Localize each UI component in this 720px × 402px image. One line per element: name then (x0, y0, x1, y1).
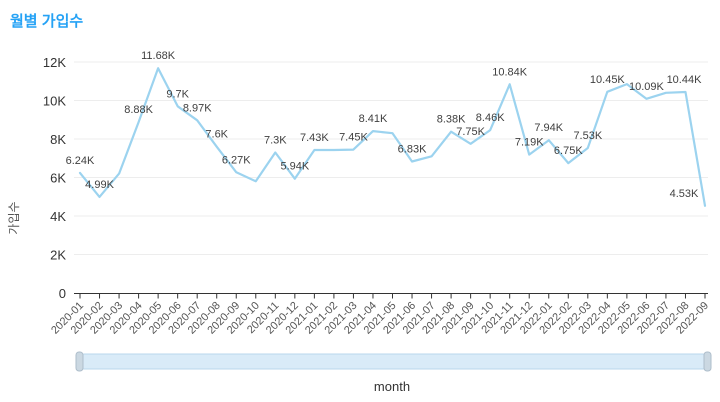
data-label: 4.99K (85, 179, 114, 191)
y-tick-label: 8K (50, 132, 66, 147)
data-label: 7.3K (264, 134, 287, 146)
data-label: 8.38K (437, 114, 466, 126)
data-label: 10.84K (492, 66, 528, 78)
data-label: 7.45K (339, 132, 368, 144)
chart-title: 월별 가입수 (10, 12, 83, 30)
data-label: 7.6K (205, 129, 228, 141)
y-tick-label: 12K (43, 55, 66, 70)
data-label: 7.75K (456, 126, 485, 138)
data-label: 6.24K (66, 155, 95, 167)
data-label: 10.45K (590, 74, 626, 86)
y-tick-label: 0 (59, 286, 66, 301)
range-selector-scrollbar[interactable] (75, 351, 712, 372)
data-label: 4.53K (670, 188, 699, 200)
data-label: 8.41K (359, 113, 388, 125)
data-label: 10.44K (667, 74, 703, 86)
y-tick-label: 2K (50, 248, 66, 263)
data-label: 5.94K (280, 161, 309, 173)
y-tick-label: 6K (50, 171, 66, 186)
y-tick-label: 10K (43, 94, 66, 109)
data-label: 10.09K (629, 81, 665, 93)
data-label: 7.94K (534, 122, 563, 134)
scrollbar-handle-right[interactable] (703, 351, 712, 372)
y-tick-label: 4K (50, 209, 66, 224)
data-label: 8.46K (476, 112, 505, 124)
scrollbar-track[interactable] (76, 353, 711, 370)
data-label: 6.83K (398, 144, 427, 156)
data-label: 8.88K (124, 104, 153, 116)
data-label: 9.7K (166, 88, 189, 100)
axis-layer: 02K4K6K8K10K12K2020-012020-022020-032020… (43, 55, 711, 337)
y-axis-title: 가입수 (7, 201, 21, 234)
series-layer (78, 67, 707, 207)
data-label: 11.68K (141, 50, 176, 62)
series-line (78, 67, 707, 207)
data-label: 7.53K (573, 130, 602, 142)
data-label: 6.75K (554, 145, 583, 157)
data-label: 6.27K (222, 154, 251, 166)
data-label: 7.19K (515, 137, 544, 149)
data-label: 8.97K (183, 102, 212, 114)
scrollbar-handle-left[interactable] (75, 351, 84, 372)
grid-layer (74, 61, 708, 255)
x-axis-title: month (374, 379, 410, 394)
data-label-layer: 6.24K 4.99K 8.88K 11.68K 9.7K 8.97K 7.6K 6.27K 7… (66, 50, 702, 200)
data-label: 7.43K (300, 132, 329, 144)
